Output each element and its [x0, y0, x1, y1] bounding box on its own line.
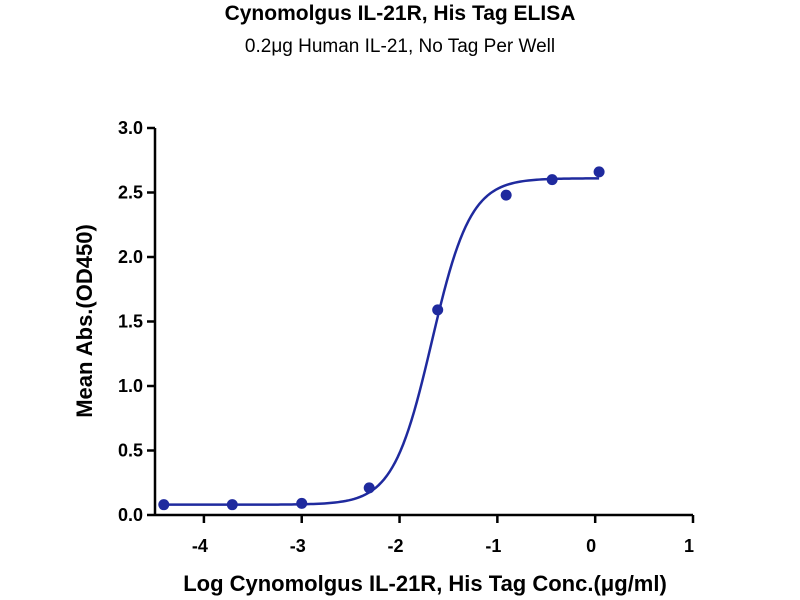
y-tick-label: 2.0 — [118, 247, 143, 267]
data-point — [500, 189, 512, 201]
data-point — [296, 497, 308, 509]
fit-curve-layer — [163, 177, 600, 506]
data-point — [593, 166, 605, 178]
data-point — [432, 304, 444, 316]
x-tick-label: -3 — [290, 536, 306, 556]
x-tick-label: -2 — [388, 536, 404, 556]
chart-title: Cynomolgus IL-21R, His Tag ELISA — [224, 2, 576, 25]
data-point — [158, 499, 170, 511]
y-tick-label: 0.5 — [118, 441, 143, 461]
y-axis: 0.0 0.5 1.0 1.5 2.0 2.5 3.0 — [118, 118, 157, 525]
y-axis-title: Mean Abs.(OD450) — [72, 224, 97, 418]
data-point — [363, 482, 375, 494]
data-point — [546, 174, 558, 186]
y-tick-label: 2.5 — [118, 183, 143, 203]
y-tick-label: 1.0 — [118, 376, 143, 396]
x-axis-title: Log Cynomolgus IL-21R, His Tag Conc.(μg/… — [183, 571, 667, 596]
y-tick-label: 3.0 — [118, 118, 143, 138]
x-tick-label: -1 — [485, 536, 501, 556]
fit-curve — [163, 177, 600, 506]
x-axis: -4 -3 -2 -1 0 1 — [155, 513, 695, 556]
data-points-layer — [158, 166, 605, 511]
y-tick-label: 0.0 — [118, 505, 143, 525]
x-tick-label: 1 — [684, 536, 694, 556]
x-tick-label: -4 — [192, 536, 208, 556]
data-point — [226, 499, 238, 511]
chart-subtitle: 0.2μg Human IL-21, No Tag Per Well — [244, 36, 556, 57]
x-tick-label: 0 — [586, 536, 596, 556]
y-tick-label: 1.5 — [118, 312, 143, 332]
